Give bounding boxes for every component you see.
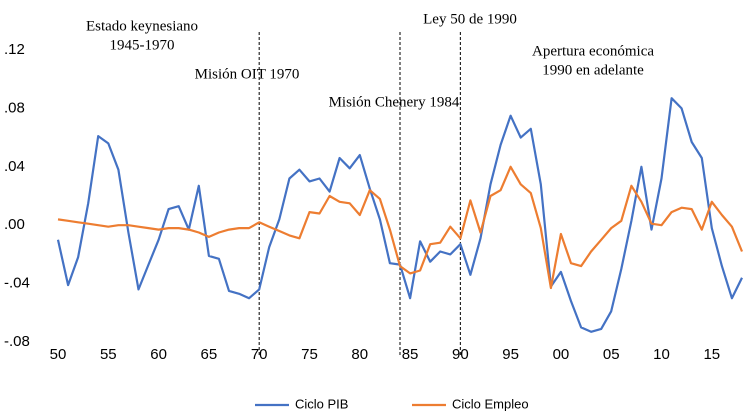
x-tick-label: 10 [653, 346, 670, 363]
annotation: Estado keynesiano [86, 18, 198, 34]
x-tick-label: 75 [301, 346, 318, 363]
annotation: Misión Chenery 1984 [329, 94, 460, 110]
y-tick-label: .08 [4, 99, 25, 116]
x-tick-label: 65 [201, 346, 218, 363]
x-tick-label: 05 [603, 346, 620, 363]
legend-label: Ciclo Empleo [452, 396, 529, 411]
legend-label: Ciclo PIB [295, 396, 348, 411]
x-tick-label: 60 [150, 346, 167, 363]
x-tick-label: 55 [100, 346, 117, 363]
x-tick-label: 80 [351, 346, 368, 363]
annotation: Apertura económica [532, 43, 654, 59]
y-tick-label: .12 [4, 41, 25, 58]
annotation: Ley 50 de 1990 [423, 11, 517, 27]
x-tick-label: 95 [502, 346, 519, 363]
annotation: Misión OIT 1970 [195, 66, 300, 82]
y-tick-label: -.04 [4, 275, 30, 292]
x-tick-label: 50 [50, 346, 67, 363]
annotation: 1990 en adelante [542, 62, 644, 78]
y-tick-label: -.08 [4, 333, 30, 350]
annotation: 1945-1970 [110, 37, 175, 53]
series-line [57, 165, 744, 290]
x-tick-label: 15 [703, 346, 720, 363]
x-tick-label: 85 [402, 346, 419, 363]
y-tick-label: .04 [4, 158, 25, 175]
x-tick-label: 00 [553, 346, 570, 363]
y-tick-label: .00 [4, 216, 25, 233]
